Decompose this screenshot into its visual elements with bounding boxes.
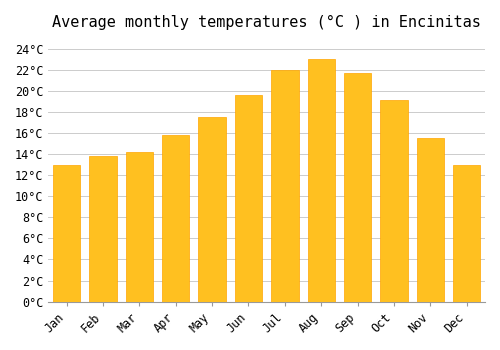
Bar — [126, 152, 153, 302]
Bar — [344, 73, 372, 302]
Bar — [53, 164, 80, 302]
Bar — [235, 95, 262, 302]
Bar — [380, 100, 407, 302]
Bar — [198, 117, 226, 302]
Bar — [162, 135, 190, 302]
Bar — [90, 156, 117, 302]
Bar — [271, 70, 298, 302]
Bar — [417, 138, 444, 302]
Bar — [308, 59, 335, 302]
Title: Average monthly temperatures (°C ) in Encinitas: Average monthly temperatures (°C ) in En… — [52, 15, 481, 30]
Bar — [453, 164, 480, 302]
